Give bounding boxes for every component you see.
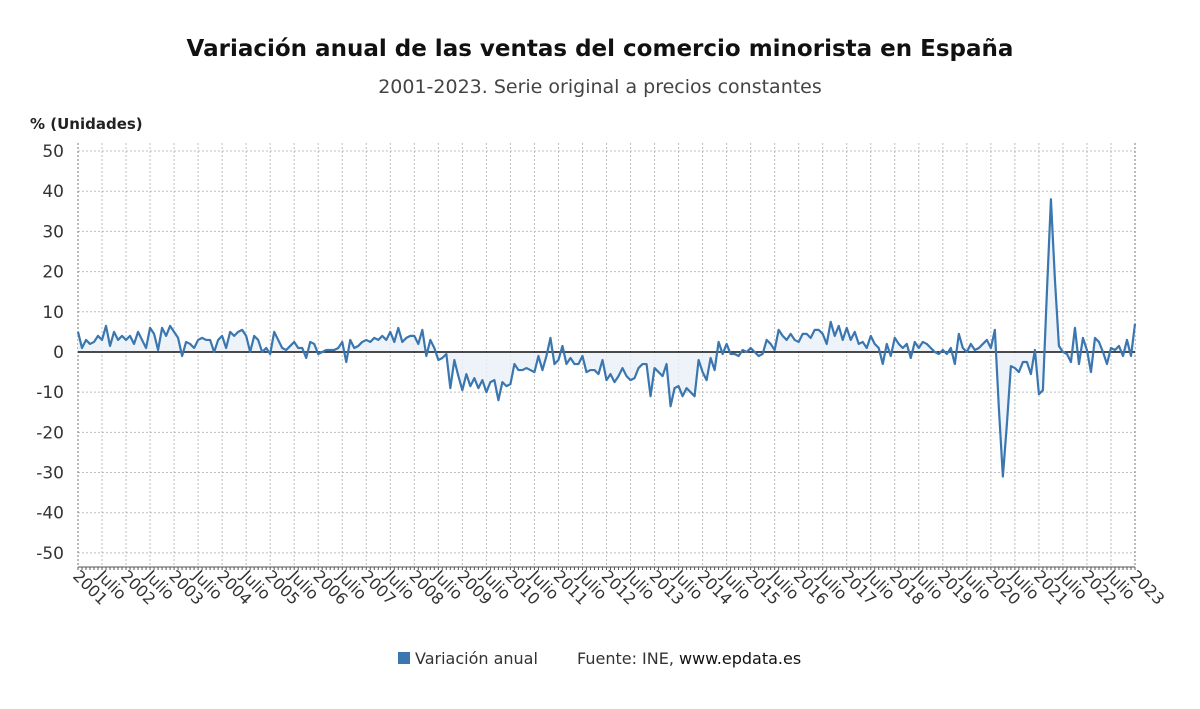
legend-swatch bbox=[398, 652, 410, 664]
y-tick-label: -30 bbox=[36, 464, 64, 484]
source-link[interactable]: www.epdata.es bbox=[679, 649, 801, 668]
y-tick-label: -10 bbox=[36, 383, 64, 403]
chart-title: Variación anual de las ventas del comerc… bbox=[187, 36, 1014, 62]
y-tick-label: -20 bbox=[36, 423, 64, 443]
y-tick-label: 0 bbox=[53, 343, 64, 363]
legend-label: Variación anual bbox=[415, 649, 538, 668]
y-tick-label: 30 bbox=[42, 222, 64, 242]
y-tick-label: 10 bbox=[42, 303, 64, 323]
y-tick-label: -40 bbox=[36, 504, 64, 524]
chart-subtitle: 2001-2023. Serie original a precios cons… bbox=[378, 76, 822, 98]
y-tick-label: 40 bbox=[42, 182, 64, 202]
y-axis-label: % (Unidades) bbox=[30, 115, 143, 133]
legend: Variación anual Fuente: INE, www.epdata.… bbox=[398, 649, 801, 668]
source-label: Fuente: INE, bbox=[577, 649, 674, 668]
series-line bbox=[76, 198, 1137, 478]
y-tick-label: -50 bbox=[36, 544, 64, 564]
y-tick-label: 20 bbox=[42, 263, 64, 283]
y-tick-label: 50 bbox=[42, 142, 64, 162]
